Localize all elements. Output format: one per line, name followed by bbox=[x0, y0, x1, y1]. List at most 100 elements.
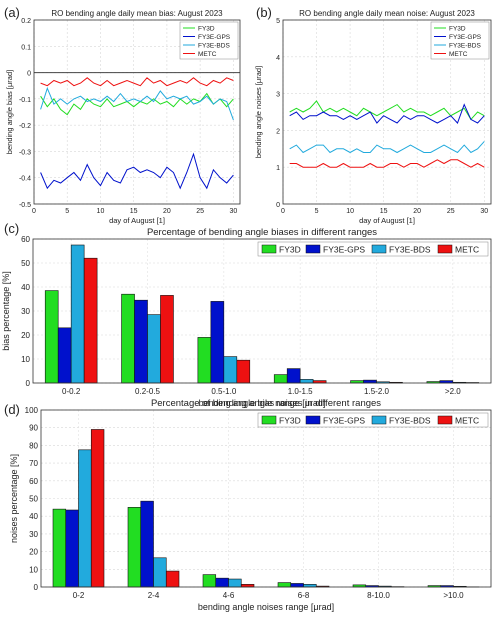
bias-line-series-line-1 bbox=[40, 152, 234, 190]
noise-bar-bar-1-1 bbox=[140, 500, 154, 588]
bias-bar-y-tick-label: 20 bbox=[21, 331, 30, 340]
noise-line-x-tick-label: 20 bbox=[413, 208, 421, 215]
noise-bar-y-tick-label: 60 bbox=[29, 477, 38, 486]
bias-line-y-tick-label: -0.4 bbox=[19, 176, 31, 183]
bias-bar-bar-2-0 bbox=[70, 244, 85, 384]
bias-line-chart: -0.5 -0.4 -0.3 -0.2 -0.1 0 0.1 0.2 0 5 10 15 20 25 30 R… bbox=[5, 9, 241, 225]
noise-bar-bar-1-0 bbox=[65, 509, 79, 588]
noise-line-legend-label-2: FY3E-BDS bbox=[449, 43, 481, 50]
bias-line-y-tick-label: 0.2 bbox=[21, 18, 31, 25]
bias-bar-bar-1-3 bbox=[286, 368, 301, 384]
bias-bar-bar-3-0 bbox=[83, 257, 98, 384]
bias-bar-x-tick-label: 1.0-1.5 bbox=[288, 387, 313, 396]
noise-bar-bar-2-2 bbox=[228, 578, 242, 588]
bias-bar-bar-1-4 bbox=[363, 379, 377, 384]
bias-bar-bar-2-2 bbox=[223, 356, 238, 384]
noise-line-y-tick-label: 2 bbox=[276, 128, 280, 135]
bias-line-axes-frame bbox=[33, 19, 241, 205]
bias-bar-bar-2-3 bbox=[299, 379, 314, 384]
bias-bar-legend-swatch-2 bbox=[371, 244, 387, 254]
bias-line-xlabel: day of August [1] bbox=[109, 216, 165, 225]
noise-bar-legend-label-2: FY3E-BDS bbox=[389, 416, 431, 426]
bias-bar-bar-0-2 bbox=[197, 337, 212, 384]
noise-line-series-line-0 bbox=[289, 100, 485, 121]
noise-bar-x-tick-label: >10.0 bbox=[443, 591, 464, 600]
noise-bar-y-tick-label: 70 bbox=[29, 459, 38, 468]
noise-line-series-line-3 bbox=[289, 159, 485, 168]
noise-bar-xlabel: bending angle noises range [μrad] bbox=[198, 602, 334, 612]
bias-bar-legend-swatch-3 bbox=[437, 244, 453, 254]
noise-line-x-tick-label: 25 bbox=[447, 208, 455, 215]
bias-bar-legend-swatch-1 bbox=[305, 244, 321, 254]
bias-bar-bar-2-1 bbox=[147, 314, 161, 384]
bias-line-y-tick-label: -0.2 bbox=[19, 123, 31, 130]
bias-line-y-tick-label: -0.3 bbox=[19, 149, 31, 156]
noise-bar-legend-swatch-2 bbox=[371, 415, 387, 425]
bias-line-legend-label-0: FY3D bbox=[198, 26, 215, 33]
bias-line-series-line-3 bbox=[40, 77, 234, 87]
bias-bar-title: Percentage of bending angle biases in di… bbox=[147, 227, 377, 238]
noise-line-x-tick-label: 10 bbox=[346, 208, 354, 215]
noise-line-series-line-1 bbox=[289, 103, 485, 124]
noise-bar-x-tick-label: 2-4 bbox=[148, 591, 160, 600]
noise-bar-y-tick-label: 30 bbox=[29, 530, 38, 539]
noise-bar-x-tick-label: 0-2 bbox=[73, 591, 85, 600]
bias-line-y-tick-label: -0.5 bbox=[19, 202, 31, 209]
noise-line-ylabel: bending angle noises [μrad] bbox=[254, 66, 263, 158]
bias-line-x-tick-label: 10 bbox=[97, 208, 105, 215]
bias-bar-xlabel: bending angle bias range [μrad] bbox=[199, 398, 326, 408]
noise-bar-chart: 0 10 20 30 40 50 60 70 80 90 100 0-2 2-4 4-6 6-8 8-10.0… bbox=[9, 398, 492, 612]
panel-label-d: (d) bbox=[4, 402, 20, 417]
noise-bar-bar-2-1 bbox=[153, 557, 167, 588]
noise-bar-axes-frame bbox=[40, 409, 492, 588]
noise-bar-bar-0-0 bbox=[52, 508, 67, 588]
bias-bar-bar-1-1 bbox=[134, 299, 148, 384]
bias-line-y-tick-label: -0.1 bbox=[19, 97, 31, 104]
bias-bar-x-tick-label: 1.5-2.0 bbox=[364, 387, 389, 396]
bias-bar-x-tick-label: 0.2-0.5 bbox=[135, 387, 160, 396]
noise-line-chart: 0 1 2 3 4 5 0 5 10 15 20 25 30 RO bending angle daily… bbox=[254, 9, 492, 225]
bias-bar-y-tick-label: 50 bbox=[21, 259, 30, 268]
bias-bar-x-tick-label: 0-0.2 bbox=[62, 387, 81, 396]
bias-line-x-tick-label: 30 bbox=[229, 208, 237, 215]
noise-bar-bar-0-1 bbox=[127, 507, 142, 588]
noise-bar-ylabel: noises percentage [%] bbox=[9, 454, 19, 543]
bias-bar-legend-label-2: FY3E-BDS bbox=[389, 245, 431, 255]
noise-bar-y-tick-label: 40 bbox=[29, 512, 38, 521]
bias-line-ylabel: bending angle bias [μrad] bbox=[5, 70, 14, 154]
bias-bar-chart: 0 10 20 30 40 50 60 0-0.2 0.2-0.5 0.5-1.0 1.0-1.5 1… bbox=[1, 227, 492, 408]
bias-bar-x-tick-label: 0.5-1.0 bbox=[211, 387, 236, 396]
bias-bar-ylabel: bias percentage [%] bbox=[1, 271, 11, 351]
noise-line-y-tick-label: 3 bbox=[276, 92, 280, 99]
noise-bar-bar-3-0 bbox=[90, 429, 105, 588]
bias-bar-bar-0-3 bbox=[273, 374, 288, 384]
bias-line-x-tick-label: 5 bbox=[65, 208, 69, 215]
noise-bar-legend-swatch-0 bbox=[261, 415, 277, 425]
bias-bar-y-tick-label: 10 bbox=[21, 355, 30, 364]
bias-bar-bar-3-2 bbox=[236, 359, 251, 384]
noise-bar-legend-label-0: FY3D bbox=[279, 416, 301, 426]
bias-line-series-line-2 bbox=[40, 86, 234, 121]
noise-bar-bar-0-3 bbox=[277, 582, 292, 588]
noise-line-x-tick-label: 15 bbox=[380, 208, 388, 215]
bias-bar-x-tick-label: >2.0 bbox=[445, 387, 461, 396]
noise-bar-y-tick-label: 0 bbox=[34, 583, 39, 592]
noise-line-legend-label-0: FY3D bbox=[449, 26, 466, 33]
noise-bar-legend-label-1: FY3E-GPS bbox=[323, 416, 365, 426]
noise-line-x-tick-label: 5 bbox=[315, 208, 319, 215]
noise-bar-y-tick-label: 80 bbox=[29, 441, 38, 450]
noise-bar-legend-label-3: METC bbox=[455, 416, 479, 426]
noise-bar-y-tick-label: 20 bbox=[29, 548, 38, 557]
noise-line-y-tick-label: 0 bbox=[276, 202, 280, 209]
noise-bar-bar-2-0 bbox=[78, 449, 92, 588]
panel-label-c: (c) bbox=[4, 221, 19, 236]
bias-line-legend-label-3: METC bbox=[198, 51, 217, 58]
noise-bar-bar-1-3 bbox=[290, 583, 304, 588]
noise-line-y-tick-label: 5 bbox=[276, 18, 280, 25]
bias-bar-legend-label-0: FY3D bbox=[279, 245, 301, 255]
noise-line-title: RO bending angle daily mean noise: Augus… bbox=[299, 9, 475, 18]
noise-line-axes-frame bbox=[282, 19, 492, 205]
noise-bar-y-tick-label: 50 bbox=[29, 495, 38, 504]
bias-line-x-tick-label: 25 bbox=[196, 208, 204, 215]
